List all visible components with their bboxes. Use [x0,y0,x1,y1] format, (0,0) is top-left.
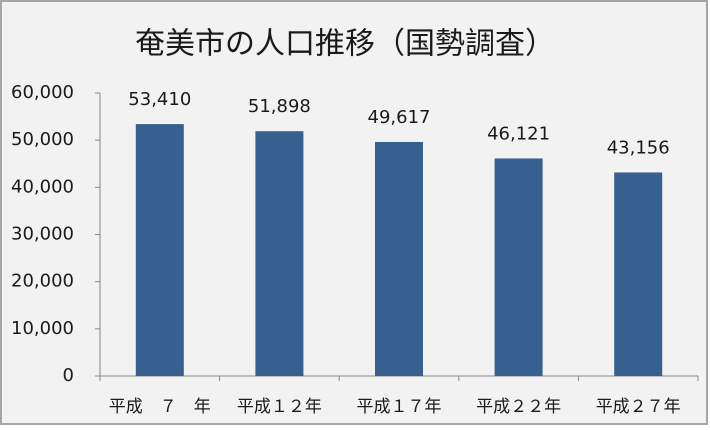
bar [255,131,304,376]
y-tick-label: 20,000 [11,271,74,292]
x-tick-label: 平成２７年 [596,397,681,417]
bar [135,124,184,377]
value-label: 53,410 [128,89,191,110]
x-tick-label: 平成 ７ 年 [109,397,211,417]
value-label: 51,898 [248,96,311,117]
value-label: 49,617 [368,107,431,128]
x-tick-label: 平成１２年 [237,397,322,417]
x-tick-label: 平成２２年 [476,397,561,417]
y-tick-label: 60,000 [11,82,74,103]
y-tick-label: 50,000 [11,129,74,150]
bar [375,141,423,376]
x-tick-label: 平成１７年 [357,397,442,417]
value-label: 43,156 [607,137,670,158]
bar [614,172,663,376]
bar [494,158,543,376]
y-tick-label: 40,000 [11,176,74,197]
y-tick-label: 0 [63,365,74,386]
y-tick-label: 10,000 [11,318,74,339]
value-label: 46,121 [487,123,550,144]
y-tick-label: 30,000 [11,224,74,245]
chart-title: 奄美市の人口推移（国勢調査） [135,27,555,62]
